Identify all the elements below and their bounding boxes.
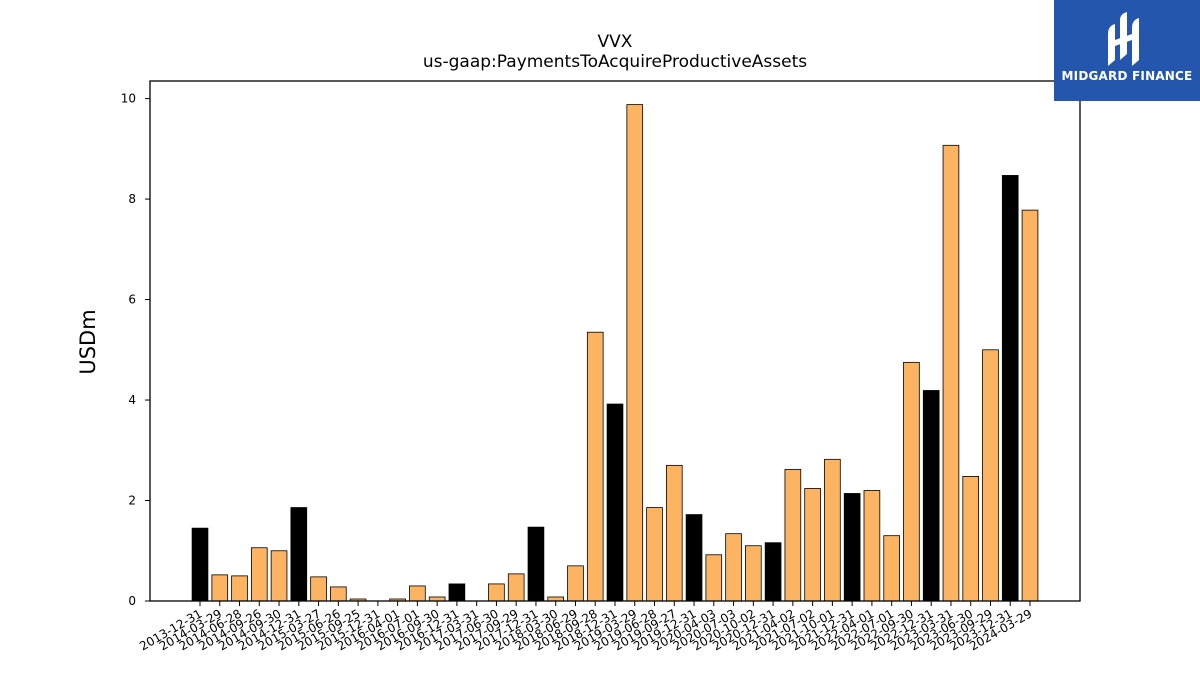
bar-2014-09-30 xyxy=(270,550,288,602)
y-tick-label: 0 xyxy=(128,594,136,608)
bar-2023-03-31 xyxy=(942,144,960,602)
bar-2019-06-28 xyxy=(646,507,663,602)
bar-2022-12-31 xyxy=(922,390,940,602)
bar-2021-07-02 xyxy=(804,488,821,602)
y-tick-label: 8 xyxy=(128,192,136,206)
bar-2021-04-02 xyxy=(784,468,802,602)
y-tick-label: 10 xyxy=(121,92,136,106)
bar-2017-09-29 xyxy=(507,573,525,602)
bar-2023-09-29 xyxy=(982,349,999,602)
bar-2022-09-30 xyxy=(903,361,920,602)
brand-logo-text: MIDGARD FINANCE xyxy=(1061,69,1193,83)
bar-2023-12-31 xyxy=(1001,175,1019,602)
bar-2014-06-28 xyxy=(231,575,248,602)
bar-2024-03-29 xyxy=(1021,209,1039,602)
bar-2013-12-31 xyxy=(191,527,209,602)
bar-2014-09-26 xyxy=(250,547,268,602)
bar-2016-12-31 xyxy=(448,583,466,602)
chart-title: VVX xyxy=(597,32,633,52)
bar-2015-03-27 xyxy=(310,576,327,602)
bar-2014-12-31 xyxy=(290,507,308,602)
y-tick-label: 2 xyxy=(128,494,136,508)
bar-2014-03-29 xyxy=(211,574,229,602)
bar-2020-12-31 xyxy=(764,542,782,602)
bar-2018-09-28 xyxy=(586,331,604,602)
y-axis: 0 2 4 6 8 10 xyxy=(121,92,150,608)
chart-subtitle: us-gaap:PaymentsToAcquireProductiveAsset… xyxy=(422,52,808,72)
bar-2017-06-30 xyxy=(488,583,505,602)
y-tick-label: 6 xyxy=(128,293,136,307)
x-axis: 2013-12-312014-03-292014-06-282014-09-26… xyxy=(137,601,1035,653)
bar-2022-07-01 xyxy=(883,535,900,602)
brand-logo: MIDGARD FINANCE xyxy=(1054,0,1200,101)
midgard-logo-icon xyxy=(1108,12,1139,66)
bar-2020-10-02 xyxy=(745,545,762,602)
bar-2020-07-03 xyxy=(725,533,742,602)
bar-2020-04-03 xyxy=(705,554,723,602)
bars-group xyxy=(191,104,1039,602)
bar-2019-09-27 xyxy=(665,464,683,602)
bar-2022-04-01 xyxy=(863,490,881,602)
plot-frame xyxy=(149,80,1081,602)
bar-2015-06-26 xyxy=(330,586,347,602)
y-tick-label: 4 xyxy=(128,393,136,407)
y-axis-label: USDm xyxy=(76,309,100,375)
bar-2017-12-31 xyxy=(527,526,545,602)
bar-2019-03-29 xyxy=(626,104,644,602)
bar-2018-12-31 xyxy=(606,403,624,602)
bar-2021-12-31 xyxy=(843,493,861,602)
bar-2016-07-01 xyxy=(409,585,426,602)
bar-2018-06-29 xyxy=(567,565,584,602)
bar-2021-10-01 xyxy=(824,458,841,602)
bar-2023-06-30 xyxy=(962,475,980,602)
bar-2019-12-31 xyxy=(685,514,703,602)
